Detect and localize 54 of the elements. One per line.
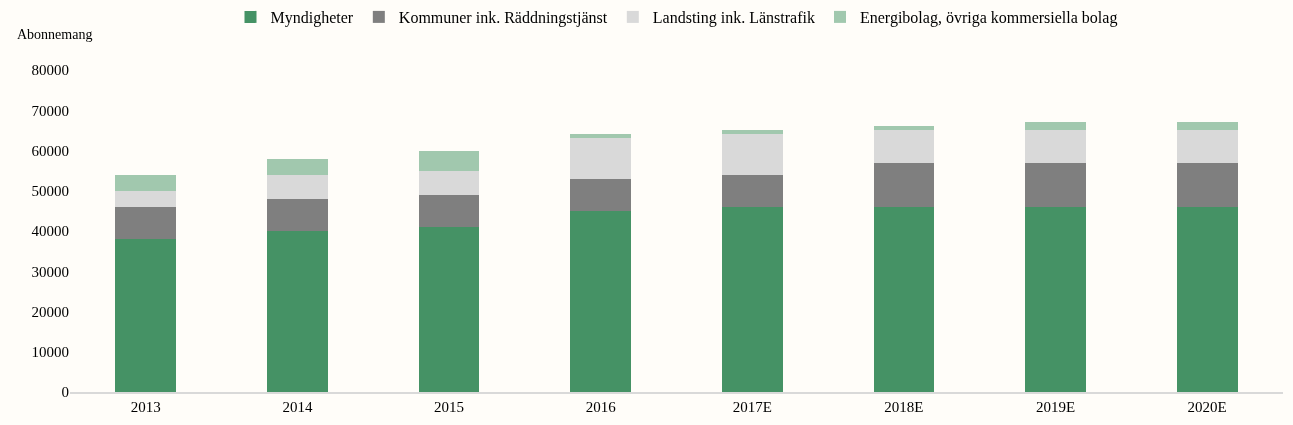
bar	[873, 162, 935, 207]
bar	[1025, 206, 1086, 392]
bar	[267, 158, 328, 175]
bar	[570, 138, 632, 179]
bar	[115, 190, 177, 207]
bar	[418, 194, 480, 227]
legend-label: Energibolag, övriga kommersiella bolag	[859, 9, 1118, 28]
bar	[267, 174, 328, 199]
legend-label: Kommuner ink. Räddningstjänst	[398, 9, 608, 28]
y-axis-title: Abonnemang	[17, 27, 93, 42]
bar	[418, 226, 480, 392]
bar	[570, 210, 632, 392]
bar	[1025, 130, 1086, 163]
y-tick-label: 0	[61, 384, 69, 401]
y-tick-label: 10000	[31, 344, 69, 360]
x-tick-label: 2020E	[1187, 398, 1227, 415]
bar	[1025, 122, 1086, 131]
bar	[873, 130, 935, 163]
bar	[873, 126, 935, 131]
x-tick-label: 2013	[130, 398, 161, 415]
bar	[1025, 162, 1086, 207]
bar	[115, 206, 177, 240]
bar	[721, 206, 783, 392]
bar	[873, 206, 935, 392]
x-tick-label: 2014	[282, 398, 313, 415]
legend-label: Landsting ink. Länstrafik	[652, 9, 815, 28]
bar	[721, 174, 783, 207]
bar	[115, 239, 177, 392]
bar	[1176, 122, 1238, 131]
bar	[267, 198, 328, 231]
y-tick-label: 60000	[31, 142, 69, 159]
x-tick-label: 2017E	[732, 398, 772, 415]
bar	[570, 134, 632, 139]
y-tick-label: 80000	[31, 62, 69, 79]
bar	[418, 150, 480, 171]
bar	[1176, 206, 1238, 392]
y-tick-label: 40000	[31, 223, 69, 240]
y-tick-label: 70000	[31, 102, 69, 119]
y-tick-label: 20000	[31, 303, 69, 320]
bar	[721, 134, 783, 175]
x-tick-label: 2016	[585, 398, 617, 415]
y-tick-label: 30000	[31, 263, 69, 280]
x-tick-label: 2019E	[1035, 398, 1076, 415]
bar	[1176, 130, 1238, 163]
bar	[267, 231, 328, 392]
legend-label: Myndigheter	[270, 9, 354, 28]
bar	[418, 170, 480, 195]
x-tick-label: 2018E	[884, 398, 924, 415]
y-tick-label: 50000	[31, 183, 69, 199]
bar	[721, 130, 783, 135]
bar	[1176, 162, 1238, 207]
x-tick-label: 2015	[434, 398, 465, 415]
bar	[570, 178, 632, 211]
bar	[115, 174, 177, 191]
